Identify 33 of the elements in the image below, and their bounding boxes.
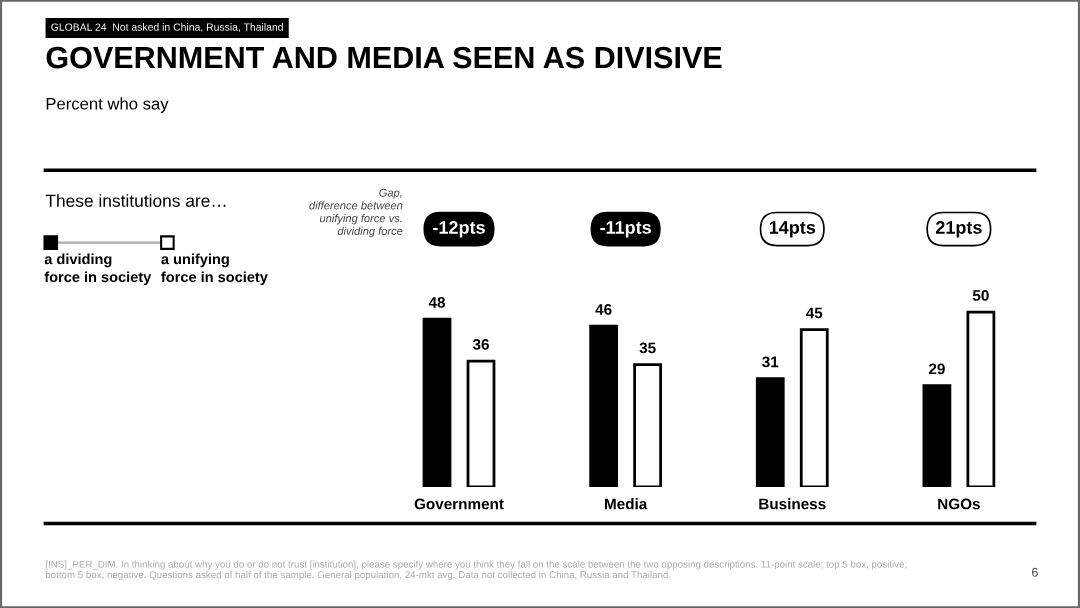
bar [422,317,452,488]
bar [966,310,996,488]
text: -12pts [433,221,485,238]
text: [INS]_PER_DIM. In thinking about why you do or do not trust [institution], please specify where you think they fall on the scale between the two opposing descriptions. 11-point scale; top 5 box, positive; bottom 5 box, negative. Questions asked of half of the sample. General population, 24-mkt avg. Data not collected in China, Russia and Thailand. [45,560,907,581]
legend-label: a dividing force in society [44,253,152,286]
text: These institutions are… [45,194,226,207]
data-label: 45 [805,307,823,319]
bar [589,324,619,488]
data-label: 48 [428,297,446,308]
x-tick-label: Business [759,498,826,510]
bar [799,328,829,488]
x-tick-label: Media [605,498,648,510]
chart-title: GOVERNMENT AND MEDIA SEEN AS DIVISIVE [46,46,722,69]
bar [633,363,663,488]
data-label: 31 [762,356,779,368]
data-label: 35 [639,342,656,354]
x-tick-label: Government [414,498,504,510]
data-label: 50 [972,290,989,301]
x-tick-label: NGOs [938,498,980,510]
text: 14pts [769,221,816,238]
data-label: 29 [928,363,945,375]
text: 21pts [935,221,982,238]
text: Gap, difference between unifying force vs. dividing force [309,188,403,238]
text: 6 [1032,567,1038,577]
text: Percent who say [46,97,169,113]
bar [922,384,952,488]
data-label: 46 [595,304,612,315]
bar [466,359,496,488]
text: GLOBAL 24 Not asked in China, Russia, Thailand [51,23,283,32]
legend-label: a unifying force in society [161,253,268,286]
bar [755,377,785,488]
data-label: 36 [472,338,489,350]
text: -11pts [600,221,651,238]
